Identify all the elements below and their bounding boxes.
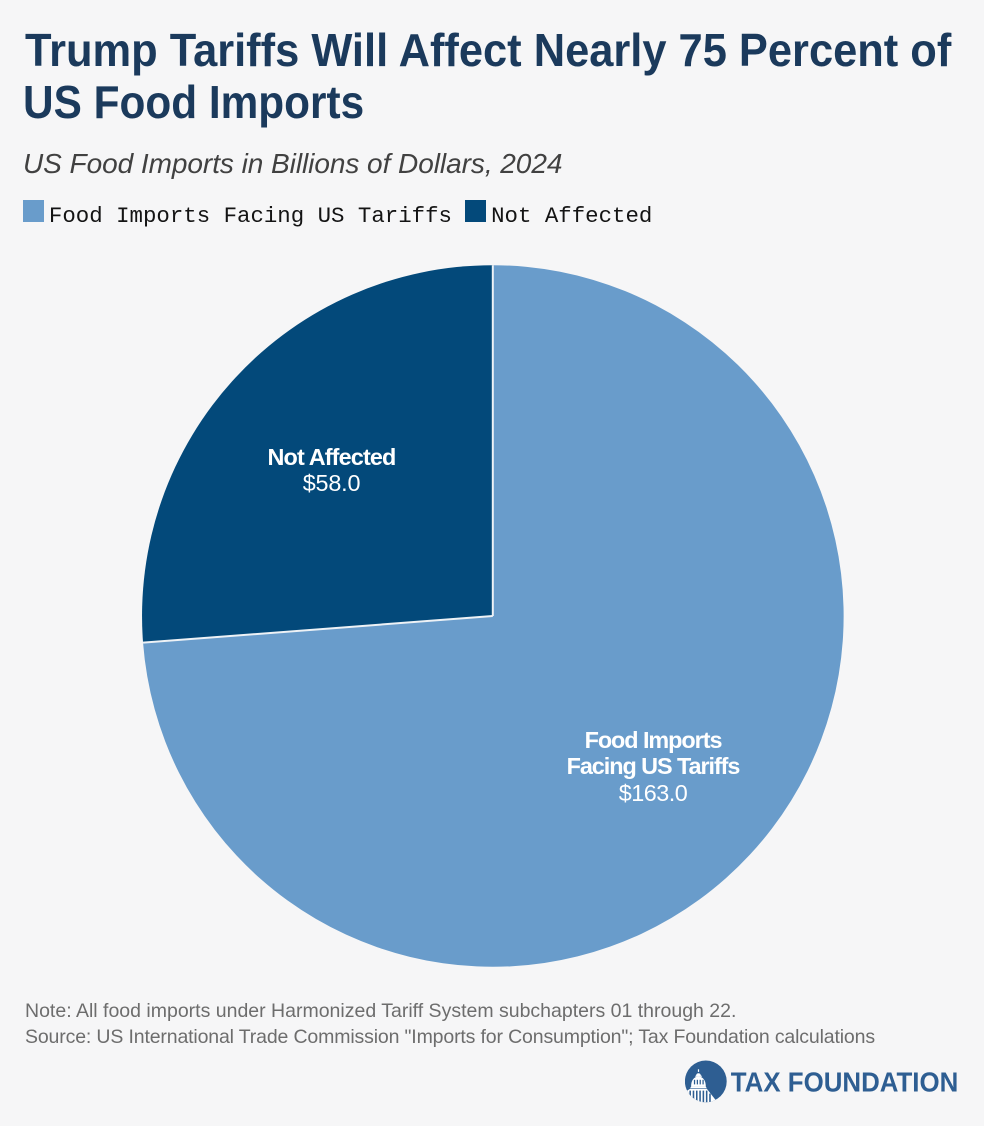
svg-text:TAX FOUNDATION: TAX FOUNDATION [731,1066,959,1097]
